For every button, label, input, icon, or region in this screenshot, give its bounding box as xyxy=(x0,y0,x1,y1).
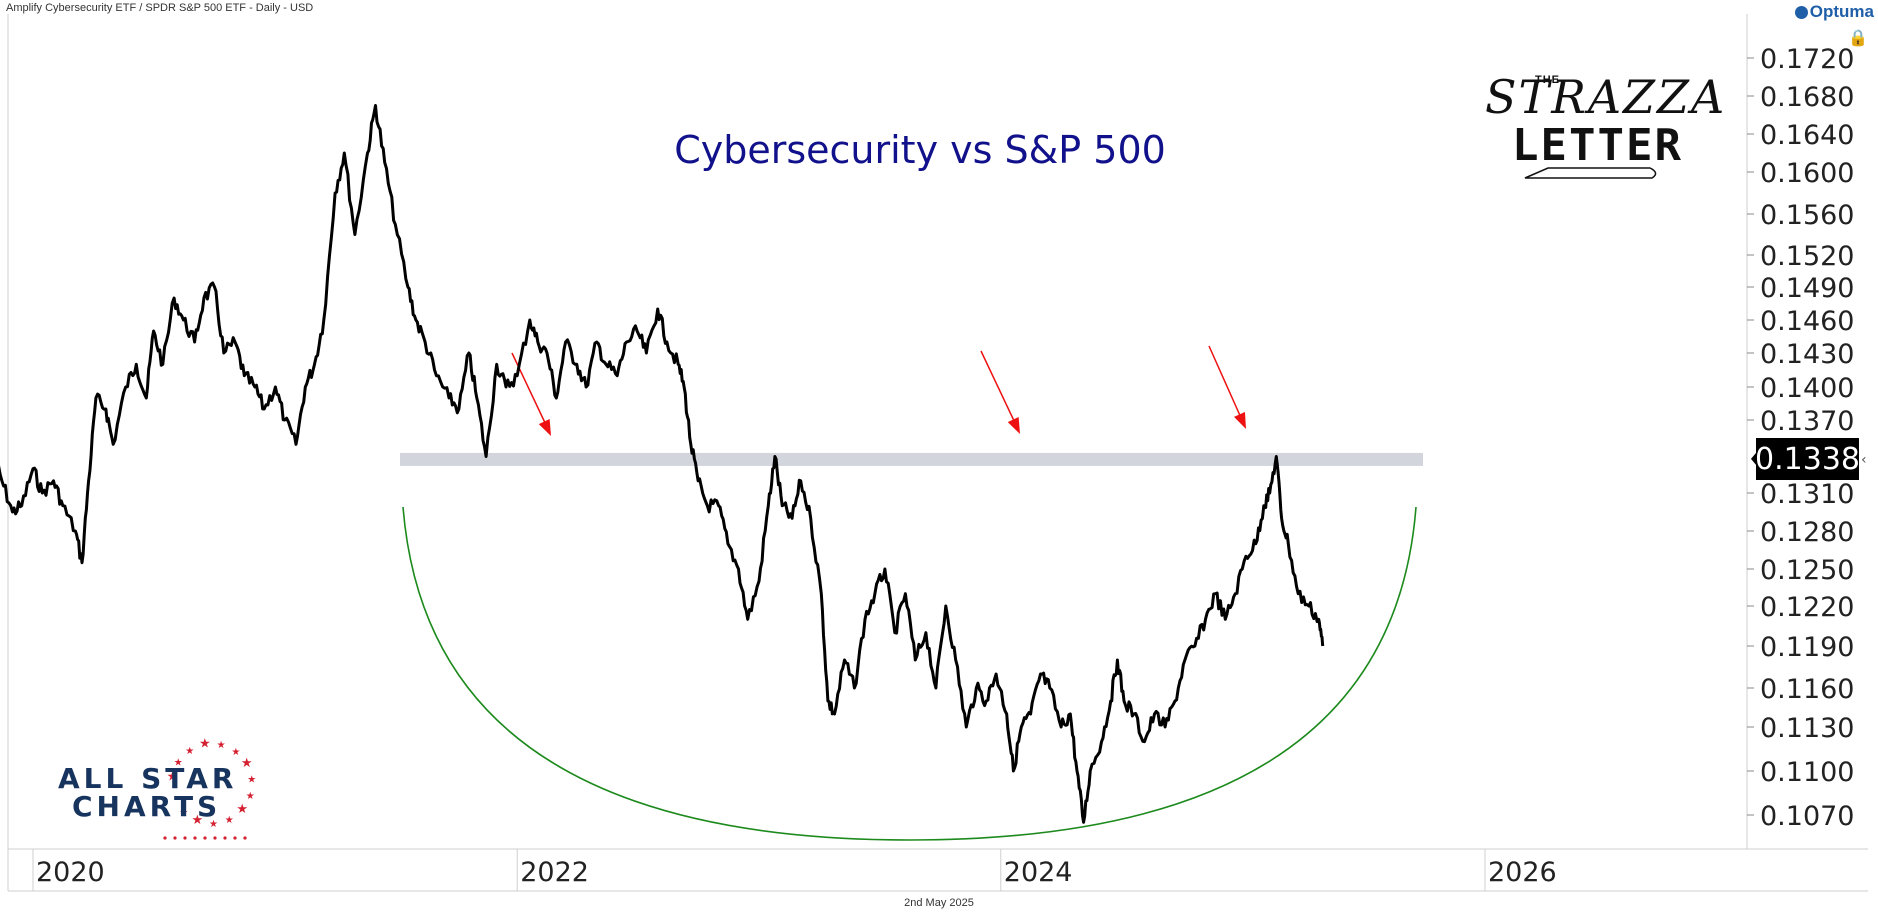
vendor-logo: Optuma xyxy=(1794,2,1874,22)
strazza-the: THE xyxy=(1535,74,1560,86)
asc-dot-icon xyxy=(163,836,167,840)
y-tick-label: 0.1600 xyxy=(1760,158,1854,189)
instrument-header: Amplify Cybersecurity ETF / SPDR S&P 500… xyxy=(6,2,314,14)
annotation-arrow-1 xyxy=(511,352,548,428)
asc-star-icon: ★ xyxy=(241,756,253,771)
all-star-charts-logo: ALL STAR CHARTS xyxy=(58,765,258,821)
last-price-pointer xyxy=(1751,452,1756,465)
asc-dot-icon xyxy=(173,836,177,840)
strazza-name: STRAZZA xyxy=(1485,70,1727,124)
asc-star-icon: ★ xyxy=(247,775,256,786)
y-tick-label: 0.1680 xyxy=(1760,82,1854,113)
strazza-letter-logo: THE STRAZZA LETTER xyxy=(1485,70,1724,190)
asc-dot-icon xyxy=(243,836,247,840)
chart-title: Cybersecurity vs S&P 500 xyxy=(674,128,1166,172)
asc-star-icon: ★ xyxy=(192,813,204,828)
asc-line-2: CHARTS xyxy=(72,790,222,823)
asc-dot-icon xyxy=(203,836,207,840)
annotation-arrow-2 xyxy=(980,350,1017,426)
y-tick-label: 0.1490 xyxy=(1760,273,1854,304)
y-tick-label: 0.1250 xyxy=(1760,555,1854,586)
y-tick-label: 0.1070 xyxy=(1760,801,1854,832)
annotation-arrowhead-1 xyxy=(538,418,551,436)
y-tick-label: 0.1160 xyxy=(1760,674,1854,705)
asc-star-icon: ★ xyxy=(217,740,226,751)
y-tick-label: 0.1560 xyxy=(1760,200,1854,231)
y-tick-label: 0.1720 xyxy=(1760,44,1854,75)
asc-star-icon: ★ xyxy=(179,807,188,818)
vendor-name: Optuma xyxy=(1809,2,1874,21)
y-tick-label: 0.1520 xyxy=(1760,241,1854,272)
y-tick-label: 0.1310 xyxy=(1760,479,1854,510)
asc-dot-icon xyxy=(183,836,187,840)
annotation-arrowhead-3 xyxy=(1234,411,1246,429)
y-tick-label: 0.1640 xyxy=(1760,120,1854,151)
strazza-sub: LETTER xyxy=(1512,120,1683,171)
chevron-left-icon: ‹ xyxy=(1861,452,1867,468)
y-tick-label: 0.1220 xyxy=(1760,592,1854,623)
x-tick-label: 2022 xyxy=(520,857,589,888)
x-tick-label: 2024 xyxy=(1004,857,1073,888)
y-tick-label: 0.1430 xyxy=(1760,339,1854,370)
x-tick-label: 2026 xyxy=(1488,857,1557,888)
y-tick-label: 0.1100 xyxy=(1760,757,1854,788)
asc-star-icon: ★ xyxy=(225,815,234,826)
asc-star-icon: ★ xyxy=(236,802,248,817)
asc-star-icon: ★ xyxy=(167,770,179,785)
pen-flourish-icon xyxy=(1524,167,1657,179)
y-tick-label: 0.1400 xyxy=(1760,373,1854,404)
last-price-badge: 0.1338 xyxy=(1755,438,1860,480)
price-series-line xyxy=(0,104,1325,824)
asc-star-icon: ★ xyxy=(199,737,211,752)
asc-star-icon: ★ xyxy=(174,757,183,768)
optuma-logo-icon xyxy=(1794,5,1808,19)
rounded-base-arc xyxy=(402,506,1417,841)
lock-icon[interactable]: 🔒 xyxy=(1848,30,1868,47)
footer-date: 2nd May 2025 xyxy=(904,897,974,909)
asc-dot-icon xyxy=(223,836,227,840)
annotation-arrowhead-2 xyxy=(1007,416,1020,434)
y-tick-label: 0.1460 xyxy=(1760,306,1854,337)
y-tick-label: 0.1280 xyxy=(1760,517,1854,548)
resistance-band xyxy=(400,452,1423,466)
y-tick-label: 0.1130 xyxy=(1760,713,1854,744)
asc-dot-icon xyxy=(233,836,237,840)
asc-star-icon: ★ xyxy=(246,791,255,802)
asc-star-icon: ★ xyxy=(231,747,240,758)
y-tick-label: 0.1190 xyxy=(1760,632,1854,663)
asc-star-icon: ★ xyxy=(185,746,194,757)
asc-dot-icon xyxy=(213,836,217,840)
asc-line-1: ALL STAR xyxy=(58,762,238,795)
asc-dot-icon xyxy=(193,836,197,840)
asc-star-icon: ★ xyxy=(209,819,218,830)
y-tick-label: 0.1370 xyxy=(1760,406,1854,437)
annotation-arrow-3 xyxy=(1208,345,1243,421)
x-tick-label: 2020 xyxy=(36,857,105,888)
